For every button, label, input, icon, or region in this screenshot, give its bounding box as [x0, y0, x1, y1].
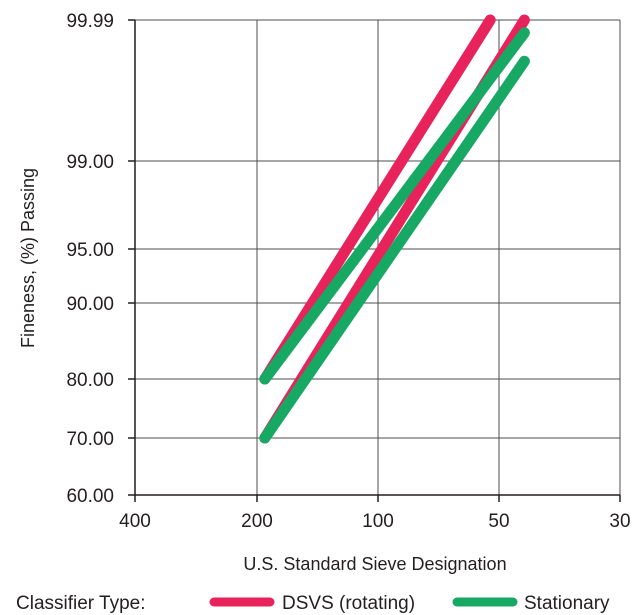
- legend-title: Classifier Type:: [16, 593, 146, 614]
- y-tick-label: 70.00: [66, 429, 114, 450]
- y-tick-label: 90.00: [66, 294, 114, 315]
- legend-label-dsvs: DSVS (rotating): [282, 593, 415, 614]
- x-tick-label: 400: [119, 511, 151, 532]
- x-tick-labels: 400 200 100 50 30: [119, 511, 630, 532]
- series-line-stationary-3: [259, 55, 530, 444]
- y-tick-label: 99.00: [66, 152, 114, 173]
- x-tick-label: 200: [241, 511, 273, 532]
- y-tick-label: 80.00: [66, 370, 114, 391]
- legend-label-stationary: Stationary: [524, 593, 610, 614]
- y-tick-label: 99.99: [66, 11, 114, 32]
- x-tick-label: 100: [362, 511, 394, 532]
- y-tick-label: 60.00: [66, 486, 114, 507]
- x-axis-title: U.S. Standard Sieve Designation: [243, 554, 506, 574]
- y-tick-label: 95.00: [66, 240, 114, 261]
- legend: Classifier Type: DSVS (rotating) Station…: [16, 593, 610, 614]
- y-tick-labels: 60.00 70.00 80.00 90.00 95.00 99.00 99.99: [66, 11, 114, 507]
- y-axis-title: Fineness, (%) Passing: [18, 168, 38, 348]
- x-tick-label: 50: [488, 511, 509, 532]
- series-lines: [259, 14, 530, 444]
- series-line-stationary-2: [259, 27, 530, 385]
- axes: [128, 19, 621, 502]
- x-tick-label: 30: [609, 511, 630, 532]
- series-line-dsvs-0: [259, 14, 496, 385]
